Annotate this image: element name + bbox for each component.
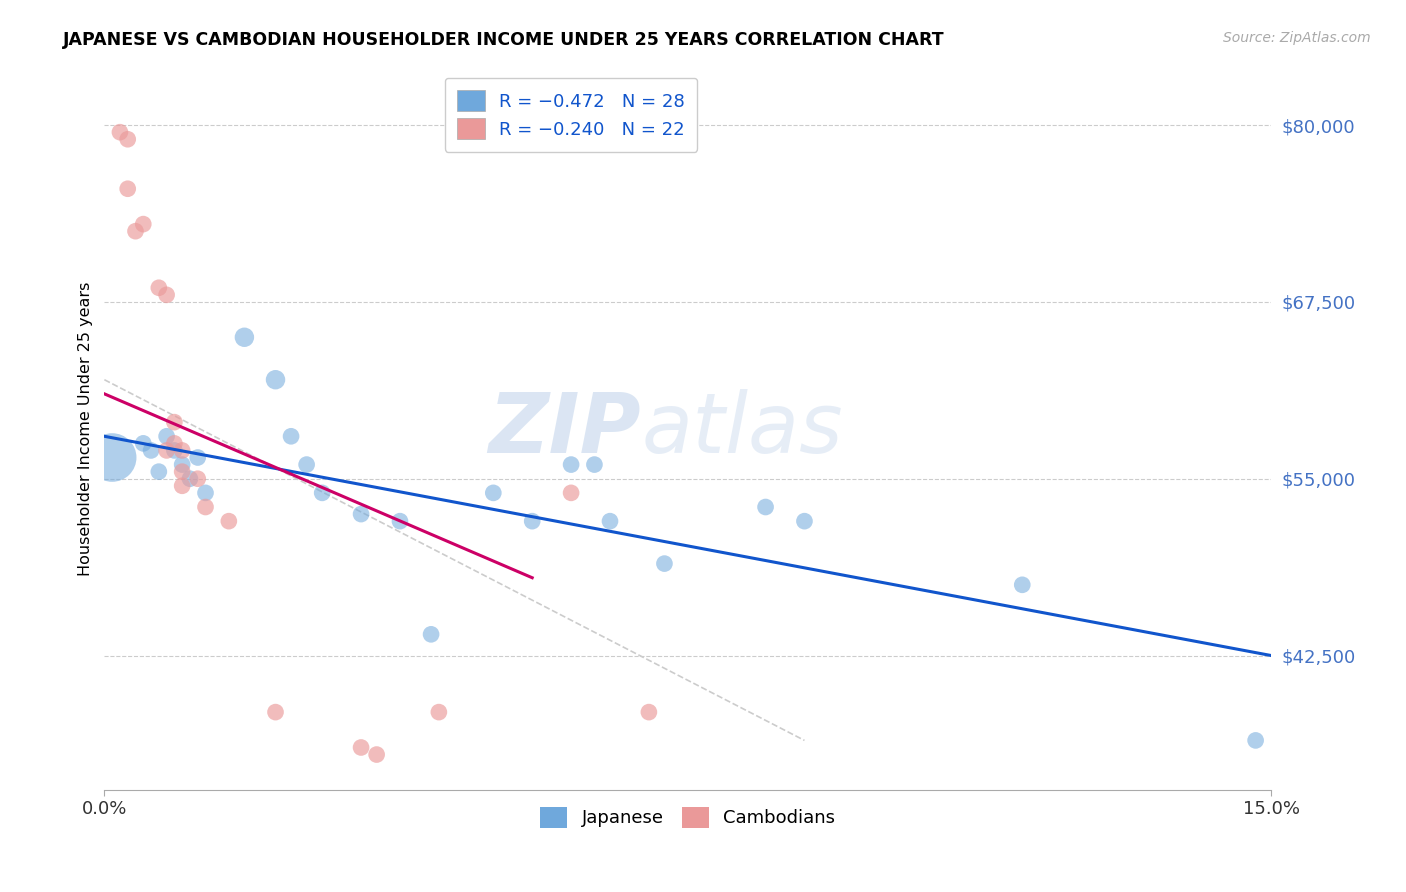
Legend: Japanese, Cambodians: Japanese, Cambodians bbox=[533, 800, 842, 835]
Point bbox=[117, 182, 139, 196]
Point bbox=[793, 514, 815, 528]
Text: JAPANESE VS CAMBODIAN HOUSEHOLDER INCOME UNDER 25 YEARS CORRELATION CHART: JAPANESE VS CAMBODIAN HOUSEHOLDER INCOME… bbox=[63, 31, 945, 49]
Point bbox=[638, 705, 661, 719]
Point bbox=[163, 443, 186, 458]
Point bbox=[218, 514, 240, 528]
Point bbox=[148, 465, 170, 479]
Point bbox=[599, 514, 621, 528]
Text: Source: ZipAtlas.com: Source: ZipAtlas.com bbox=[1223, 31, 1371, 45]
Point bbox=[172, 465, 194, 479]
Point bbox=[172, 443, 194, 458]
Point bbox=[155, 443, 177, 458]
Point bbox=[482, 486, 505, 500]
Point bbox=[654, 557, 676, 571]
Point bbox=[172, 479, 194, 493]
Point bbox=[350, 740, 373, 755]
Point bbox=[132, 436, 155, 450]
Point bbox=[420, 627, 443, 641]
Point bbox=[366, 747, 388, 762]
Point bbox=[233, 330, 256, 344]
Y-axis label: Householder Income Under 25 years: Householder Income Under 25 years bbox=[79, 282, 93, 576]
Text: ZIP: ZIP bbox=[488, 389, 641, 470]
Point bbox=[264, 373, 287, 387]
Point bbox=[350, 507, 373, 521]
Point bbox=[172, 458, 194, 472]
Point bbox=[280, 429, 302, 443]
Point bbox=[163, 415, 186, 429]
Point bbox=[560, 486, 582, 500]
Point bbox=[194, 486, 217, 500]
Point bbox=[1244, 733, 1267, 747]
Point bbox=[179, 472, 201, 486]
Point bbox=[139, 443, 162, 458]
Point bbox=[117, 132, 139, 146]
Point bbox=[583, 458, 606, 472]
Point bbox=[264, 705, 287, 719]
Point bbox=[311, 486, 333, 500]
Text: atlas: atlas bbox=[641, 389, 842, 470]
Point bbox=[132, 217, 155, 231]
Point bbox=[1011, 578, 1033, 592]
Point bbox=[101, 450, 124, 465]
Point bbox=[522, 514, 544, 528]
Point bbox=[155, 429, 177, 443]
Point bbox=[427, 705, 450, 719]
Point bbox=[388, 514, 411, 528]
Point bbox=[295, 458, 318, 472]
Point bbox=[560, 458, 582, 472]
Point bbox=[155, 288, 177, 302]
Point bbox=[755, 500, 778, 514]
Point bbox=[163, 436, 186, 450]
Point bbox=[187, 472, 209, 486]
Point bbox=[124, 224, 146, 238]
Point bbox=[108, 125, 131, 139]
Point bbox=[194, 500, 217, 514]
Point bbox=[148, 281, 170, 295]
Point bbox=[187, 450, 209, 465]
